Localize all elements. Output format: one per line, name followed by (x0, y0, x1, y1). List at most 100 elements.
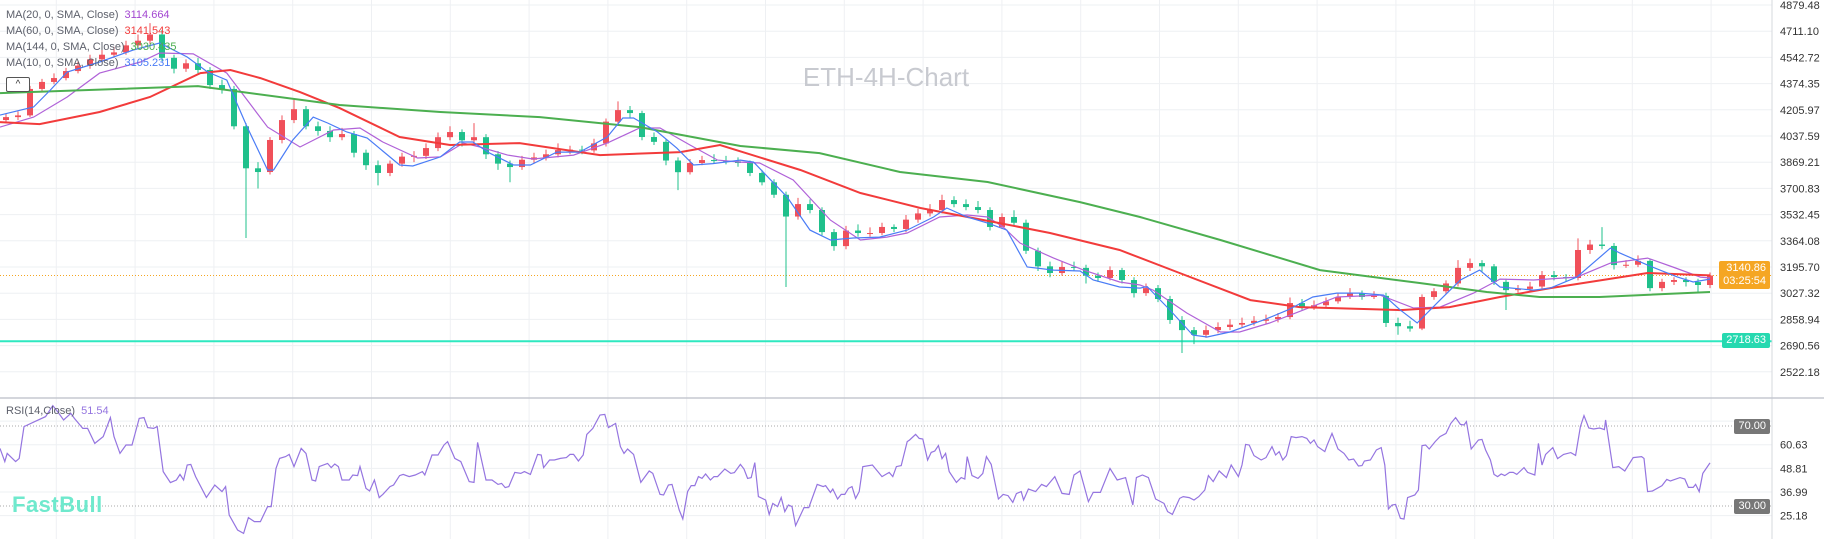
price-tick-label: 2522.18 (1780, 367, 1820, 379)
candle (519, 155, 525, 170)
candle-body (1119, 270, 1125, 281)
candle (315, 121, 321, 136)
price-tick-label: 2690.56 (1780, 341, 1820, 353)
candle-body (1275, 317, 1281, 320)
candle (51, 73, 57, 85)
grid (0, 0, 1772, 539)
candle (1179, 316, 1185, 353)
current-price: 3140.86 (1726, 262, 1766, 274)
candle-body (951, 200, 957, 205)
candle (351, 130, 357, 158)
candle (183, 59, 189, 72)
candle (1299, 299, 1305, 310)
rsi-tick-label: 36.99 (1780, 487, 1808, 499)
candle (1011, 210, 1017, 226)
legend-rsi[interactable]: RSI(14,Close) 51.54 (6, 404, 109, 418)
candle-body (183, 63, 189, 69)
candle-body (759, 172, 765, 183)
legend-ma10[interactable]: MA(10, 0, SMA, Close) 3105.231 (6, 56, 170, 70)
candle-body (771, 182, 777, 195)
candle-body (483, 137, 489, 155)
candle-body (1599, 244, 1605, 246)
candle (15, 111, 21, 121)
chart-watermark: ETH-4H-Chart (802, 62, 970, 92)
price-tick-label: 3869.21 (1780, 157, 1820, 169)
legend-value: 3030.435 (130, 41, 177, 53)
legend-label: MA(10, 0, SMA, Close) (6, 57, 119, 69)
collapse-legend-button[interactable]: ^ (6, 77, 30, 92)
candle-body (255, 168, 261, 173)
fastbull-logo: FastBull (12, 492, 103, 517)
candle-body (1227, 324, 1233, 328)
candle-body (615, 110, 621, 122)
candle (219, 79, 225, 94)
candle (1599, 227, 1605, 250)
candle (471, 123, 477, 144)
candle (507, 160, 513, 183)
candle-body (387, 163, 393, 173)
candle-body (1671, 280, 1677, 282)
candle (1203, 325, 1209, 338)
candle-body (15, 115, 21, 118)
legend-label: MA(60, 0, SMA, Close) (6, 25, 119, 37)
candle (1323, 297, 1329, 308)
candle (591, 138, 597, 153)
rsi-tick-label: 25.18 (1780, 511, 1808, 523)
legend-label: MA(20, 0, SMA, Close) (6, 9, 119, 21)
candle-body (1143, 288, 1149, 294)
candle (699, 155, 705, 166)
candle-body (915, 213, 921, 220)
candle (555, 143, 561, 158)
legend-value: 3141.543 (124, 25, 171, 37)
candle (1239, 317, 1245, 328)
price-tick-label: 3027.32 (1780, 288, 1820, 300)
legend-value: 3105.231 (124, 57, 171, 69)
candle-body (423, 148, 429, 156)
candle-body (663, 141, 669, 161)
candle (207, 67, 213, 89)
candle (855, 224, 861, 237)
candle (243, 123, 249, 239)
candle-body (639, 113, 645, 138)
candle-body (111, 52, 117, 55)
price-tick-label: 3532.45 (1780, 210, 1820, 222)
candle-body (783, 194, 789, 217)
candle-body (1491, 266, 1497, 282)
candle-body (1623, 264, 1629, 266)
candle (375, 160, 381, 186)
candle-body (1635, 260, 1641, 265)
candle (867, 227, 873, 237)
candle (1023, 219, 1029, 254)
candle-body (1431, 291, 1437, 297)
price-tick-label: 4542.72 (1780, 52, 1820, 64)
candle-body (1335, 296, 1341, 302)
candle (891, 224, 897, 233)
current-price-badge: 3140.86 03:25:54 (1719, 261, 1770, 289)
candle (1587, 239, 1593, 254)
candle-body (1071, 266, 1077, 268)
legend-label: MA(144, 0, SMA, Close) (6, 41, 125, 53)
candle (807, 199, 813, 214)
candle-body (327, 130, 333, 138)
candle (711, 154, 717, 164)
legend-ma144[interactable]: MA(144, 0, SMA, Close) 3030.435 (6, 40, 176, 54)
candle-body (507, 163, 513, 168)
candle (27, 85, 33, 117)
candle (1095, 272, 1101, 282)
candle-body (1359, 293, 1365, 297)
candle-body (651, 137, 657, 142)
candle-body (1263, 319, 1269, 321)
candle (1083, 264, 1089, 284)
candle (279, 115, 285, 144)
legend-ma60[interactable]: MA(60, 0, SMA, Close) 3141.543 (6, 24, 170, 38)
candle (915, 208, 921, 223)
candle-body (1023, 222, 1029, 251)
legend-ma20[interactable]: MA(20, 0, SMA, Close) 3114.664 (6, 8, 170, 22)
price-tick-label: 4711.10 (1780, 26, 1819, 38)
candle-body (447, 132, 453, 138)
candle (99, 50, 105, 63)
candle-body (1215, 327, 1221, 331)
legend-value: 3114.664 (124, 9, 170, 21)
